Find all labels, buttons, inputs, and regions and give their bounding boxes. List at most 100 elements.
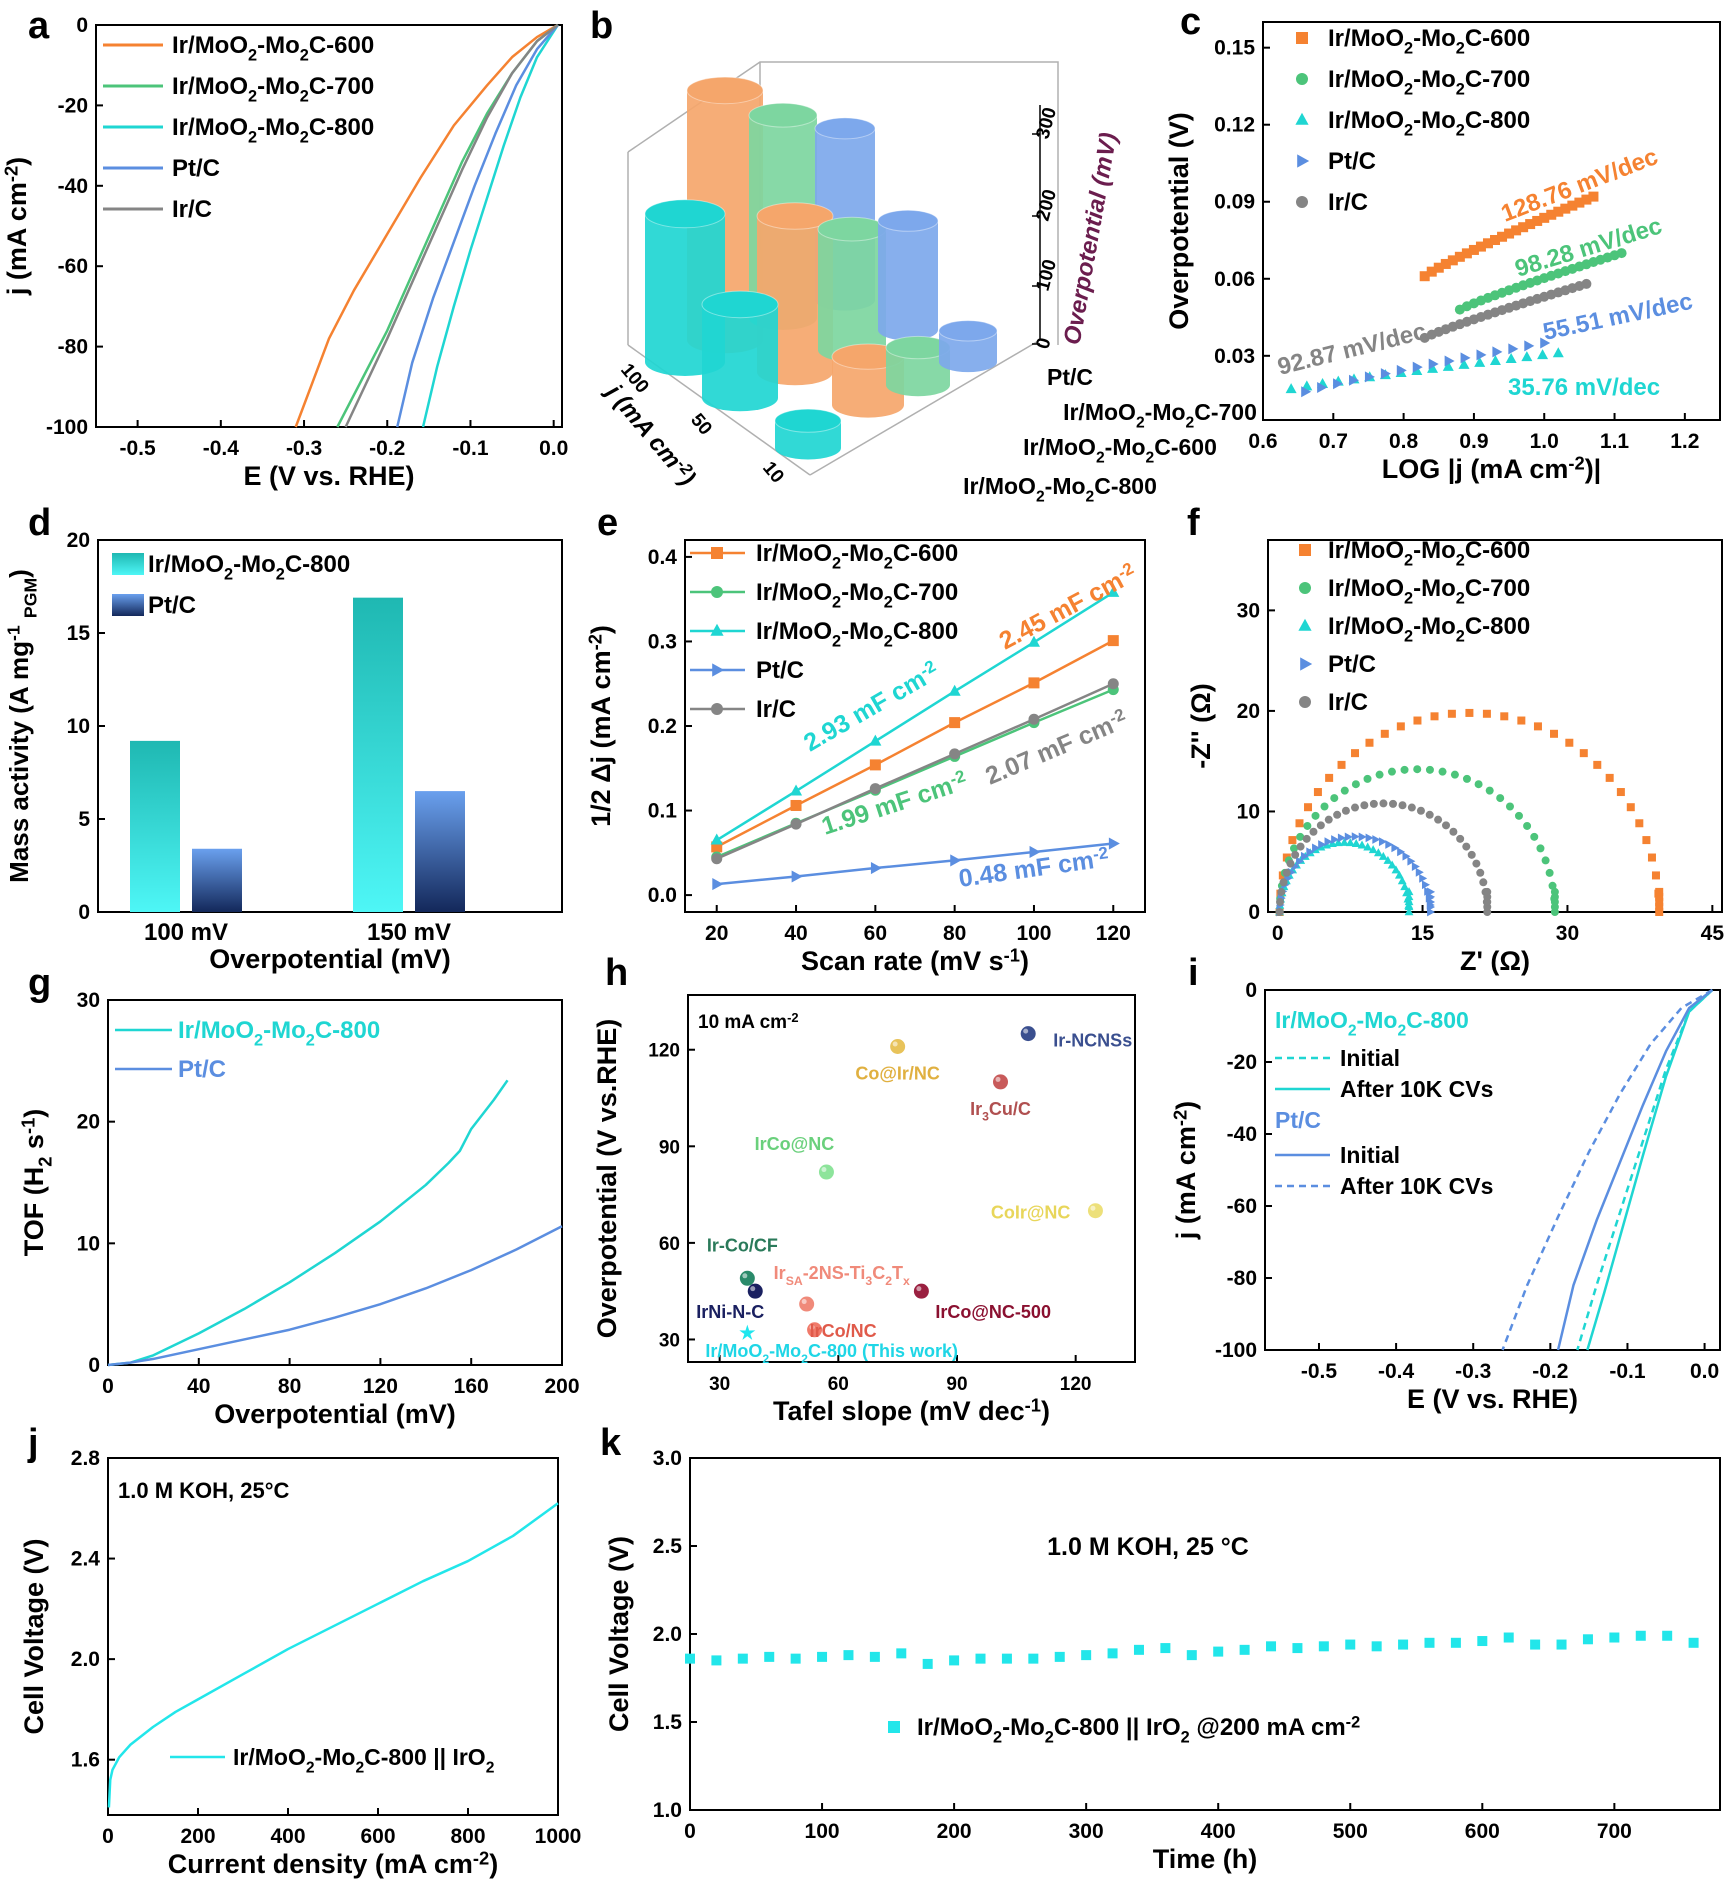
point-k <box>1186 1650 1197 1661</box>
cylinder-body <box>818 229 886 362</box>
axes-e: 20 40 60 80 100 120 0.0 0.1 0.2 0.3 0.4 Scan rate (… <box>584 539 1146 976</box>
line-a-ir-moo2-mo2c-800 <box>421 24 559 428</box>
axes-i: -0.5 -0.4 -0.3 -0.2 -0.1 0.0 0 -20 -40 -60 -80 -100… <box>1169 979 1721 1414</box>
panel-letter-h: h <box>605 952 628 994</box>
x-tick-label-h: 30 <box>709 1374 730 1395</box>
y-tick-label-d: 5 <box>78 808 90 831</box>
point-f-ir-moo2-mo2c-600 <box>1550 729 1559 738</box>
category-label-d: 150 mV <box>367 919 451 946</box>
point-f-ir-moo2-mo2c-700 <box>1450 770 1459 779</box>
x-tick-label-c: 1.1 <box>1600 430 1630 453</box>
point-k <box>685 1653 695 1664</box>
cylinder-body <box>702 304 778 412</box>
point-k <box>1530 1639 1541 1650</box>
legend-label-f: Ir/MoO2-Mo2C-600 <box>1328 537 1530 570</box>
point-h-ir-co-cf <box>739 1270 755 1286</box>
point-c-ir-moo2-mo2c-600 <box>1426 266 1437 277</box>
point-f-ir-moo2-mo2c-600 <box>1351 749 1360 758</box>
x-tick-label-j: 800 <box>450 1825 485 1848</box>
x-axis-label-f: Z' (Ω) <box>1460 946 1530 976</box>
axes-d: 0 5 10 15 20 Mass activity (A mg-1 PGM) 100 mV… <box>4 529 563 974</box>
point-label-h: IrNi-N-C <box>696 1302 764 1322</box>
point-f-ir-c <box>1483 887 1492 896</box>
y-tick-label-g: 10 <box>77 1232 100 1255</box>
y-tick-label-a: -20 <box>58 94 88 117</box>
line-a-pt-c <box>396 24 559 428</box>
x-axis-label-k: Time (h) <box>1153 1844 1258 1874</box>
point-c-ir-moo2-mo2c-600 <box>1581 194 1592 205</box>
legend-label-a: Ir/MoO2-Mo2C-600 <box>172 32 374 65</box>
point-e-ir-moo2-mo2c-600 <box>869 759 881 771</box>
point-c-ir-moo2-mo2c-600 <box>1518 222 1529 233</box>
point-f-ir-c <box>1279 878 1288 887</box>
legend-label-c: Ir/MoO2-Mo2C-800 <box>1328 107 1530 140</box>
point-c-pt-c <box>1348 374 1359 386</box>
point-f-ir-c <box>1462 842 1471 851</box>
y-tick-label-c: 0.06 <box>1214 268 1255 291</box>
x-tick-label-e: 20 <box>705 922 728 945</box>
point-f-ir-moo2-mo2c-700 <box>1296 832 1305 841</box>
point-f-ir-moo2-mo2c-600 <box>1605 773 1614 782</box>
panel-letter-k: k <box>600 1422 622 1464</box>
x-axis-label-d: Overpotential (mV) <box>209 944 451 974</box>
x-tick-label-c: 0.7 <box>1319 430 1348 453</box>
point-f-pt-c <box>1358 832 1367 842</box>
y-tick-label-f: 20 <box>1237 700 1260 723</box>
point-f-ir-c <box>1302 834 1311 843</box>
point-k <box>1503 1632 1514 1643</box>
plot-frame-f <box>1267 539 1723 913</box>
cylinder-top <box>817 216 887 242</box>
y-axis-label-j: Cell Voltage (V) <box>19 1538 49 1734</box>
point-k <box>1450 1637 1461 1648</box>
panel-letter-e: e <box>597 502 618 544</box>
bar-d-ir-moo2-mo2c-800 <box>353 597 403 912</box>
point-f-ir-moo2-mo2c-800 <box>1378 851 1388 860</box>
y-tick-label-a: -100 <box>46 416 88 439</box>
point-f-ir-moo2-mo2c-700 <box>1536 844 1545 853</box>
point-c-ir-moo2-mo2c-600 <box>1461 248 1472 259</box>
capacitance-annotation-e: 2.45 mF cm-2 <box>994 559 1141 656</box>
cylinder-top <box>756 202 834 230</box>
x-tick-label-k: 100 <box>805 1820 840 1843</box>
point-k <box>1318 1641 1329 1652</box>
point-k <box>790 1653 801 1664</box>
x-tick-label-e: 40 <box>784 922 807 945</box>
z-tick-label: 300 <box>1033 105 1061 141</box>
legend-marker-k <box>888 1721 900 1733</box>
y-tick-label-g: 20 <box>77 1111 100 1134</box>
x-tick-label-g: 120 <box>363 1375 398 1398</box>
y-tick-label-g: 0 <box>88 1354 100 1377</box>
point-h-ir3cu-c <box>993 1074 1009 1090</box>
point-c-pt-c <box>1444 355 1455 367</box>
tafel-annotation-c: 35.76 mV/dec <box>1508 374 1660 401</box>
point-e-pt-c <box>712 878 724 891</box>
point-f-ir-moo2-mo2c-800 <box>1404 907 1414 916</box>
point-c-ir-moo2-mo2c-600 <box>1419 271 1430 282</box>
legend-label-a: Ir/MoO2-Mo2C-700 <box>172 73 374 106</box>
point-c-ir-moo2-mo2c-600 <box>1567 200 1578 211</box>
cylinder-top <box>748 102 818 128</box>
capacitance-annotation-e: 2.07 mF cm-2 <box>981 705 1132 791</box>
point-f-ir-moo2-mo2c-700 <box>1514 811 1523 820</box>
point-f-ir-c <box>1291 850 1300 859</box>
cylinder-body <box>878 220 938 341</box>
y-tick-label-f: 10 <box>1237 800 1260 823</box>
point-f-ir-moo2-mo2c-700 <box>1550 887 1559 896</box>
point-f-ir-c <box>1389 799 1398 808</box>
y-tick-label-j: 2.8 <box>71 1447 101 1470</box>
legend-label-i: After 10K CVs <box>1340 1173 1493 1199</box>
legend-label-c: Pt/C <box>1328 148 1376 175</box>
point-f-pt-c <box>1300 851 1309 861</box>
point-f-ir-moo2-mo2c-600 <box>1593 760 1602 769</box>
line-g-ir-moo2-mo2c-800 <box>107 1079 509 1367</box>
point-f-ir-moo2-mo2c-600 <box>1396 722 1405 731</box>
point-f-ir-moo2-mo2c-600 <box>1325 773 1334 782</box>
point-e-ir-moo2-mo2c-800 <box>789 784 803 796</box>
legend-label-e: Ir/C <box>756 696 796 723</box>
y-tick-label-k: 1.5 <box>653 1711 683 1734</box>
y-tick-label-i: -80 <box>1227 1267 1257 1290</box>
panel-letter-j: j <box>27 1422 39 1464</box>
category-label-b: Pt/C <box>1047 364 1093 390</box>
